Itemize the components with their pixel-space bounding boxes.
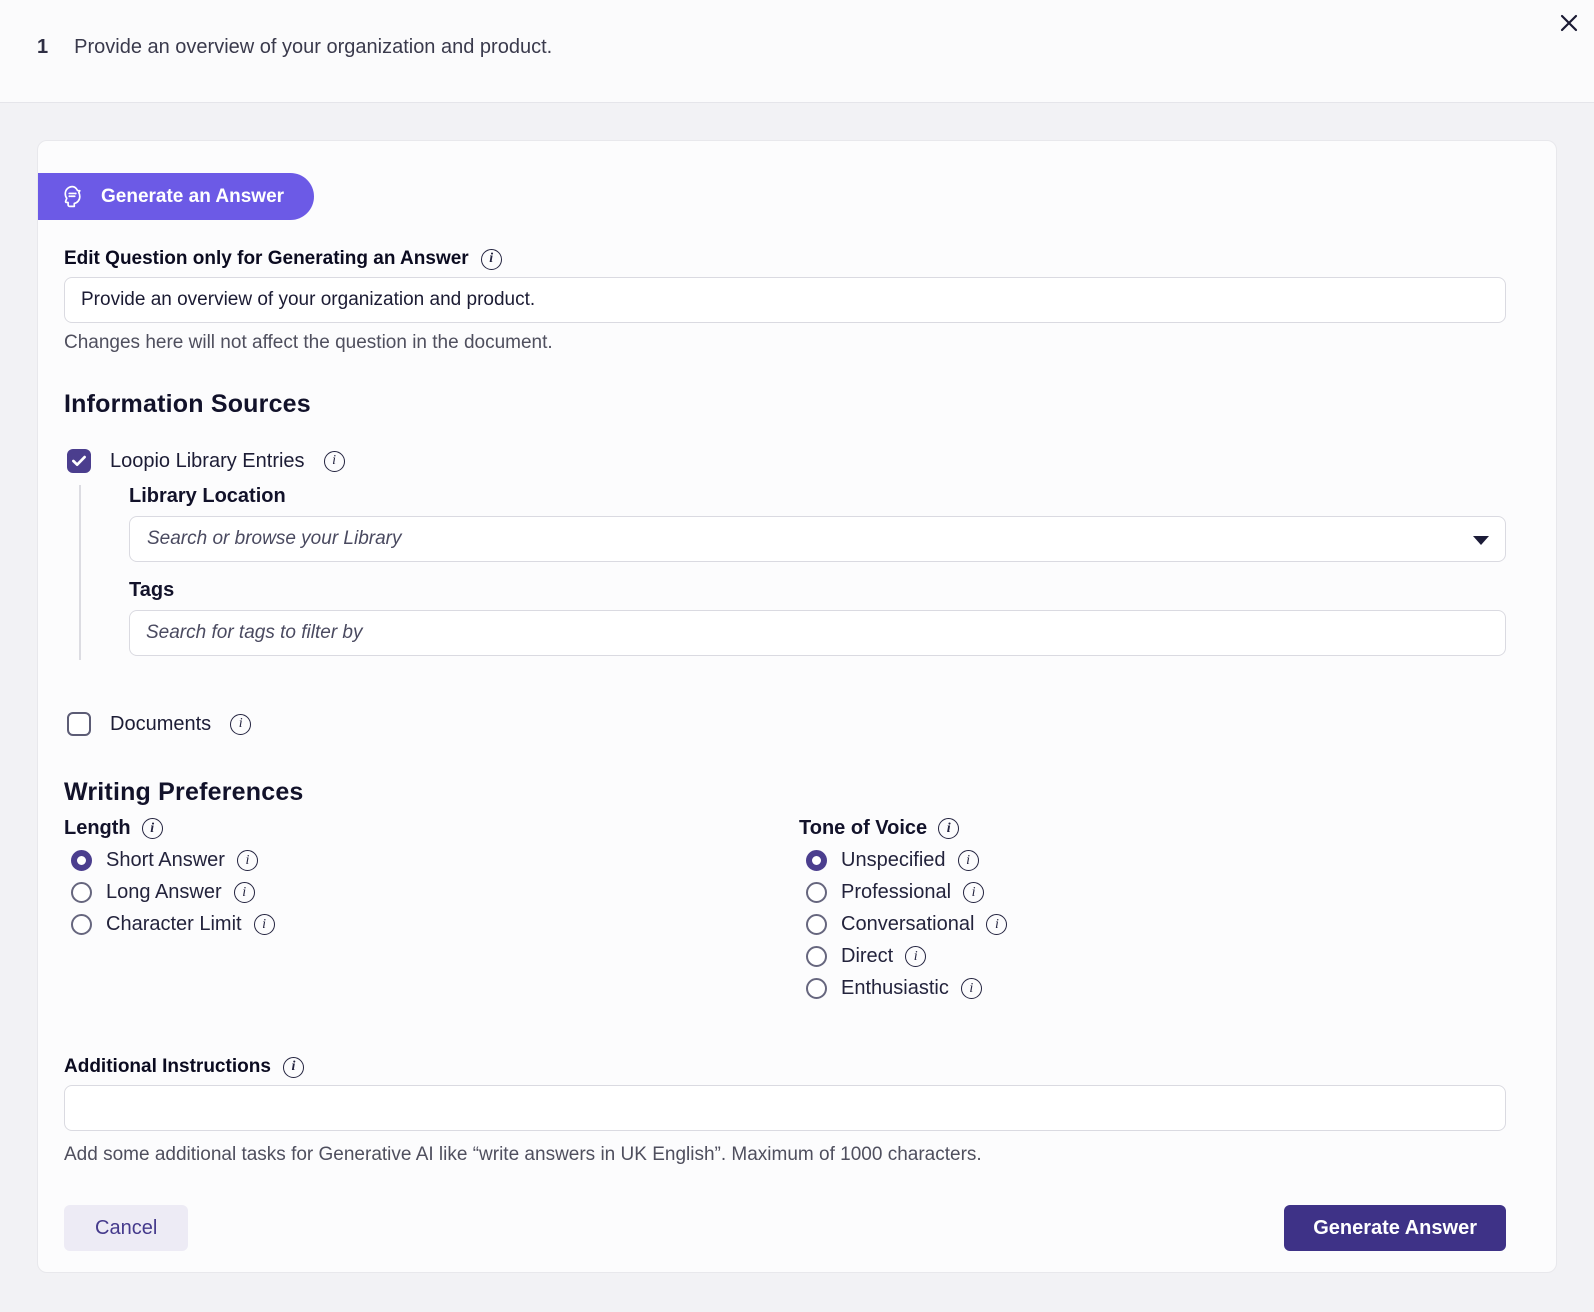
edit-question-helper: Changes here will not affect the questio… [64, 332, 553, 353]
question-text: Provide an overview of your organization… [74, 36, 553, 58]
additional-instructions-label: Additional Instructions [64, 1056, 271, 1077]
additional-instructions-helper: Add some additional tasks for Generative… [64, 1144, 982, 1165]
additional-instructions-input[interactable] [64, 1085, 1506, 1131]
library-entries-label: Loopio Library Entries [110, 449, 305, 472]
radio-button[interactable] [806, 946, 827, 967]
writing-preferences-heading: Writing Preferences [64, 778, 304, 806]
radio-label: Conversational [841, 913, 975, 935]
documents-checkbox-row[interactable]: Documents i [67, 712, 1506, 736]
radio-button[interactable] [806, 882, 827, 903]
radio-button[interactable] [806, 978, 827, 999]
radio-button[interactable] [71, 850, 92, 871]
radio-button[interactable] [806, 914, 827, 935]
close-button[interactable] [1554, 8, 1584, 38]
radio-row-short-answer[interactable]: Short Answer i [71, 849, 799, 872]
radio-label: Professional [841, 881, 952, 903]
caret-down-icon [1473, 536, 1489, 545]
info-icon[interactable]: i [233, 882, 255, 903]
info-icon[interactable]: i [230, 713, 252, 735]
generate-answer-badge: Generate an Answer [38, 173, 315, 220]
radio-row-enthusiastic[interactable]: Enthusiastic i [806, 977, 1506, 1000]
info-icon[interactable]: i [282, 1056, 304, 1078]
radio-label: Character Limit [106, 913, 242, 935]
library-entries-checkbox[interactable] [67, 449, 91, 473]
library-options-group: Library Location Search or browse your L… [79, 485, 1506, 660]
tags-input[interactable] [129, 610, 1506, 656]
info-icon[interactable]: i [253, 914, 275, 935]
info-icon[interactable]: i [938, 818, 960, 839]
tone-of-voice-group: Tone of Voice i Unspecified i Profession… [799, 817, 1506, 1000]
info-icon[interactable]: i [957, 850, 979, 871]
edit-question-input[interactable] [64, 277, 1506, 323]
documents-checkbox[interactable] [67, 712, 91, 736]
ai-head-icon [64, 185, 81, 208]
radio-row-conversational[interactable]: Conversational i [806, 913, 1506, 936]
info-icon[interactable]: i [236, 850, 258, 871]
radio-label: Short Answer [106, 849, 225, 871]
question-number: 1 [37, 36, 49, 58]
information-sources-heading: Information Sources [64, 390, 311, 418]
info-icon[interactable]: i [986, 914, 1008, 935]
radio-row-character-limit[interactable]: Character Limit i [71, 913, 799, 936]
tags-label: Tags [129, 579, 175, 601]
close-icon [1560, 14, 1578, 32]
documents-label: Documents [110, 712, 212, 735]
library-location-label: Library Location [129, 485, 286, 507]
checkmark-icon [72, 455, 86, 467]
info-icon[interactable]: i [323, 450, 345, 472]
info-icon[interactable]: i [480, 248, 502, 270]
radio-label: Enthusiastic [841, 977, 949, 999]
edit-question-label: Edit Question only for Generating an Ans… [64, 248, 469, 269]
radio-row-direct[interactable]: Direct i [806, 945, 1506, 968]
radio-button[interactable] [806, 850, 827, 871]
radio-label: Unspecified [841, 849, 946, 871]
length-group: Length i Short Answer i Long Answer i Ch… [64, 817, 799, 1000]
badge-label: Generate an Answer [101, 185, 285, 207]
info-icon[interactable]: i [963, 882, 985, 903]
info-icon[interactable]: i [905, 946, 927, 967]
library-entries-checkbox-row[interactable]: Loopio Library Entries i [67, 449, 1506, 473]
info-icon[interactable]: i [960, 978, 982, 999]
cancel-button[interactable]: Cancel [64, 1205, 189, 1251]
radio-label: Long Answer [106, 881, 222, 903]
library-location-placeholder: Search or browse your Library [147, 528, 402, 549]
generate-answer-panel: Generate an Answer Edit Question only fo… [37, 140, 1557, 1273]
radio-row-professional[interactable]: Professional i [806, 881, 1506, 904]
radio-row-long-answer[interactable]: Long Answer i [71, 881, 799, 904]
radio-label: Direct [841, 945, 894, 967]
info-icon[interactable]: i [141, 818, 163, 839]
radio-button[interactable] [71, 914, 92, 935]
tone-of-voice-label: Tone of Voice [799, 817, 928, 839]
radio-row-unspecified[interactable]: Unspecified i [806, 849, 1506, 872]
radio-button[interactable] [71, 882, 92, 903]
question-header-bar: 1 Provide an overview of your organizati… [0, 0, 1594, 103]
generate-answer-button[interactable]: Generate Answer [1284, 1205, 1506, 1251]
length-label: Length [64, 817, 131, 839]
library-location-select[interactable]: Search or browse your Library [129, 516, 1506, 562]
